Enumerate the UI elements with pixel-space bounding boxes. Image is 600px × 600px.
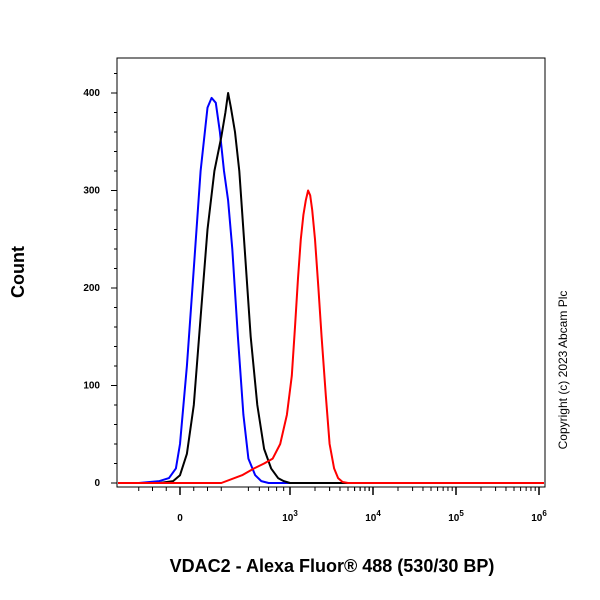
x-axis-title: VDAC2 - Alexa Fluor® 488 (530/30 BP)	[170, 556, 495, 576]
plot-frame	[116, 57, 546, 488]
series-layer	[118, 92, 544, 484]
y-tick-label-100: 100	[83, 381, 100, 392]
y-tick-label-400: 400	[83, 88, 100, 99]
series-line-2	[118, 92, 544, 484]
x-tick-label-0: 0	[177, 513, 183, 524]
y-axis-title: Count	[8, 246, 28, 298]
x-tick-label-100000: 105	[448, 509, 464, 524]
y-tick-label-300: 300	[83, 186, 100, 197]
copyright-text: Copyright (c) 2023 Abcam Plc	[556, 291, 570, 450]
x-tick-label-1000000: 106	[531, 509, 547, 524]
axis-ticks	[111, 73, 540, 495]
series-line-1	[118, 96, 544, 484]
x-tick-label-1000: 103	[282, 509, 298, 524]
y-tick-label-0: 0	[94, 478, 100, 489]
tick-labels: 0 100 200 300 400 0 103 104 105 106	[83, 88, 547, 524]
series-line-3	[118, 189, 544, 484]
x-tick-label-10000: 104	[365, 509, 381, 524]
y-tick-label-200: 200	[83, 283, 100, 294]
